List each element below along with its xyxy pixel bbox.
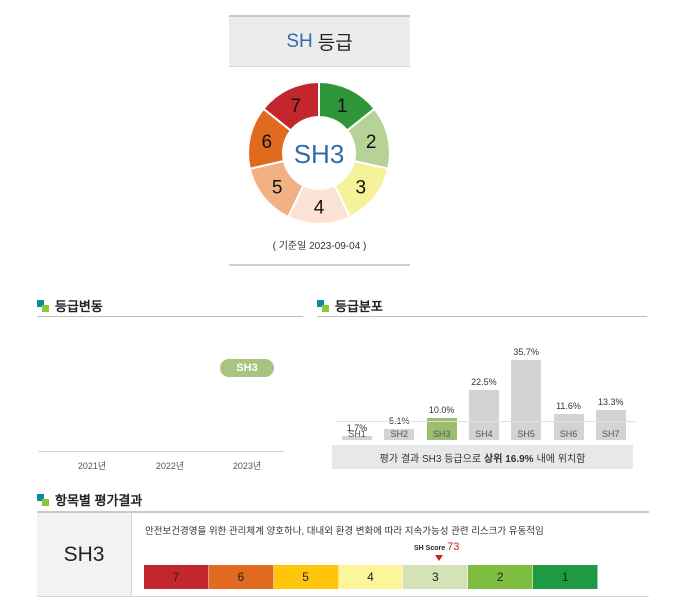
bar-column: 10.0% [426, 405, 457, 440]
bar-sh4 [468, 390, 499, 440]
base-date: ( 기준일 2023-09-04 ) [272, 241, 367, 252]
year-label: 2021년 [77, 461, 107, 471]
bar-category-label: SH4 [475, 429, 493, 439]
bar-sh5 [511, 360, 542, 440]
section-title-distribution-label: 등급분포 [335, 299, 383, 314]
bar-column: 1.7% [342, 423, 372, 440]
evaluation-description: 안전보건경영을 위한 관리체계 양호하나, 대내외 환경 변화에 따라 지속가능… [145, 526, 544, 537]
section-divider [37, 316, 303, 317]
bar-sh2 [384, 429, 415, 440]
scale-segment-4: 4 [338, 565, 404, 589]
bar-category-label: SH2 [390, 429, 409, 439]
score-pointer-icon [435, 555, 443, 561]
bar-value-label: 1.7% [346, 423, 368, 433]
bar-value-label: 35.7% [513, 347, 539, 357]
section-bullet-icon [317, 299, 329, 312]
scale-segment-7: 7 [144, 565, 209, 589]
section-title-distribution: 등급분포 [317, 296, 383, 315]
bar-category-label: SH7 [602, 429, 620, 439]
bar-value-label: 22.5% [471, 377, 497, 387]
donut-segment-label: 5 [272, 177, 283, 198]
bar-column: 22.5% [468, 377, 499, 440]
section-title-evaluation-label: 항목별 평가결과 [55, 493, 143, 508]
bar-sh3 [426, 418, 457, 440]
section-bullet-icon [37, 493, 49, 506]
bar-category-label: SH3 [432, 429, 451, 439]
grade-header-prefix: SH [286, 30, 313, 52]
donut-segment-label: 1 [337, 96, 348, 117]
bar-column: 13.3% [595, 397, 626, 440]
bar-value-label: 11.6% [556, 401, 581, 411]
distribution-note-pre: 평가 결과 SH3 등급으로 [379, 453, 482, 465]
bar-sh1 [342, 436, 372, 440]
donut-segment-7 [262, 81, 320, 132]
distribution-note-post: 내에 위치함 [536, 453, 586, 465]
grade-change-badge: SH3 [220, 359, 274, 377]
distribution-note: 평가 결과 SH3 등급으로 상위 16.9% 내에 위치함 [332, 445, 633, 469]
section-bullet-icon [37, 299, 49, 312]
bar-sh7 [595, 410, 626, 440]
bar-category-label: SH1 [348, 429, 366, 439]
scale-segment-3: 3 [403, 565, 469, 589]
bar-category-label: SH6 [559, 429, 578, 439]
evaluation-grade: SH3 [37, 513, 132, 596]
section-title-evaluation: 항목별 평가결과 [37, 490, 142, 509]
distribution-note-bold: 상위 16.9% [484, 453, 534, 465]
grade-header-title: 등급 [317, 33, 353, 54]
bar-sh6 [553, 414, 584, 440]
distribution-baseline [335, 421, 635, 422]
donut-segment-label: 2 [366, 132, 377, 153]
scale-segment-5: 5 [273, 565, 339, 589]
donut-segment-label: 6 [262, 132, 273, 153]
bar-value-label: 13.3% [598, 397, 624, 407]
distribution-chart: 1.7% 5.1% 10.0% 22.5% 35.7% 11.6% 13.3% [335, 330, 635, 440]
donut-center-label: SH3 [294, 139, 345, 169]
evaluation-box: SH3 안전보건경영을 위한 관리체계 양호하나, 대내외 환경 변화에 따라 … [37, 511, 649, 597]
bar-category-label: SH5 [517, 429, 535, 439]
scale-segment-1: 1 [533, 565, 599, 589]
scale-segment-2: 2 [468, 565, 534, 589]
donut-segment-label: 4 [314, 198, 325, 219]
year-label: 2023년 [232, 461, 262, 471]
score-marker: SH Score 73 [414, 541, 459, 553]
bar-column: 35.7% [511, 347, 542, 440]
scale-segment-6: 6 [208, 565, 274, 589]
donut-segment-label: 3 [356, 177, 367, 198]
section-title-change: 등급변동 [37, 296, 103, 315]
section-divider [317, 316, 647, 317]
bar-value-label: 10.0% [428, 405, 455, 415]
score-value: 73 [447, 541, 460, 553]
donut-segment-label: 7 [290, 96, 301, 117]
grade-donut: 12 3 4 5 67 SH3 [247, 81, 391, 225]
grade-change-axis [38, 451, 284, 452]
score-label: SH Score [414, 545, 446, 552]
grade-header: SH 등급 [229, 15, 410, 67]
year-label: 2022년 [155, 461, 185, 471]
bar-column: 11.6% [553, 401, 584, 440]
section-title-change-label: 등급변동 [55, 299, 103, 314]
